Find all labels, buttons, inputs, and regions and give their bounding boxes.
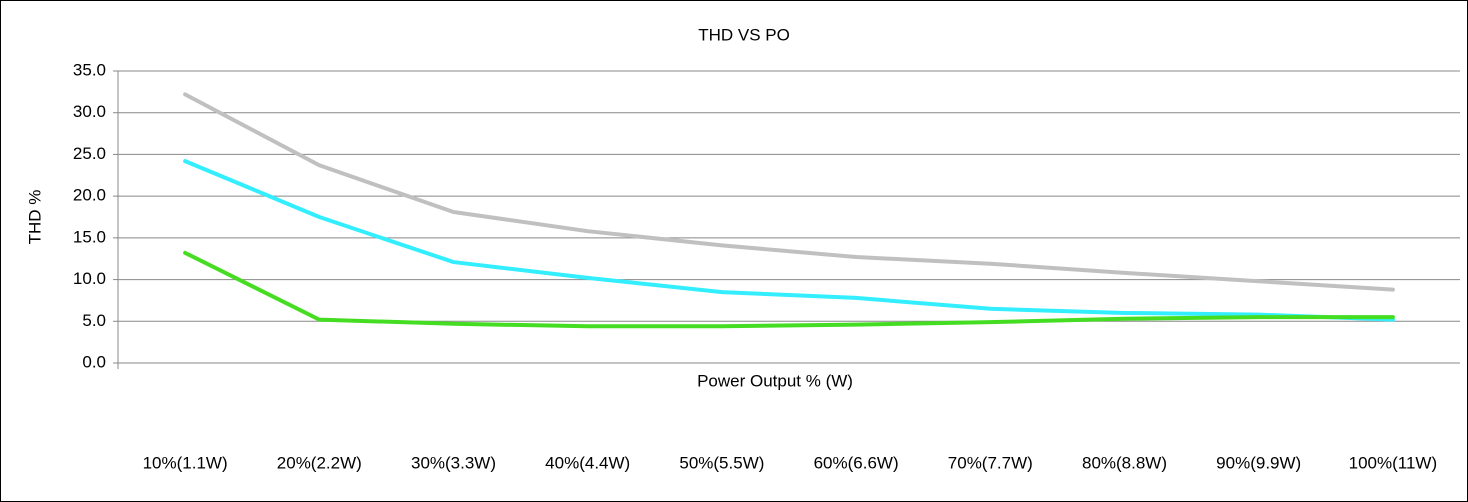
x-tick-label: 90%(9.9W) xyxy=(1216,453,1301,472)
y-axis-title: THD % xyxy=(25,190,44,245)
y-tick-label: 5.0 xyxy=(82,311,106,330)
y-tick-label: 0.0 xyxy=(82,352,106,371)
line-series xyxy=(183,250,1395,329)
x-tick-label: 80%(8.8W) xyxy=(1082,453,1167,472)
y-tick-label: 10.0 xyxy=(73,269,106,288)
x-tick-label: 70%(7.7W) xyxy=(948,453,1033,472)
x-tick-label: 50%(5.5W) xyxy=(679,453,764,472)
x-tick-label: 30%(3.3W) xyxy=(411,453,496,472)
line-series xyxy=(183,159,1395,322)
y-tick-label: 35.0 xyxy=(73,60,106,79)
x-tick-label: 40%(4.4W) xyxy=(545,453,630,472)
x-tick-label: 20%(2.2W) xyxy=(277,453,362,472)
x-axis-title: Power Output % (W) xyxy=(697,371,853,390)
x-tick-label: 100%(11W) xyxy=(1349,453,1438,472)
chart-title: THD VS PO xyxy=(698,25,790,44)
x-tick-label: 10%(1.1W) xyxy=(143,453,228,472)
y-tick-label: 30.0 xyxy=(73,102,106,121)
line-series xyxy=(183,92,1395,292)
y-tick-label: 15.0 xyxy=(73,227,106,246)
y-tick-label: 25.0 xyxy=(73,144,106,163)
x-tick-label: 60%(6.6W) xyxy=(814,453,899,472)
y-tick-label: 20.0 xyxy=(73,186,106,205)
